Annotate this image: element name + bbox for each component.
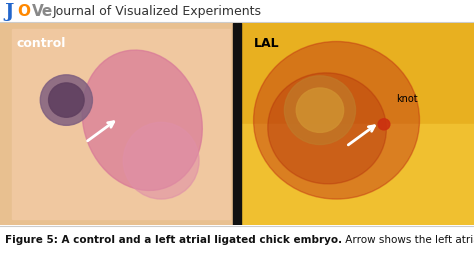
Ellipse shape bbox=[254, 41, 419, 199]
Bar bbox=[237, 23, 240, 225]
Ellipse shape bbox=[82, 50, 202, 190]
Ellipse shape bbox=[40, 75, 92, 125]
Text: O: O bbox=[17, 4, 30, 19]
Text: LAL: LAL bbox=[254, 38, 279, 51]
Text: Journal of Visualized Experiments: Journal of Visualized Experiments bbox=[52, 5, 261, 18]
Text: Arrow shows the left atria.: Arrow shows the left atria. bbox=[342, 235, 474, 245]
Text: knot: knot bbox=[396, 94, 418, 104]
Text: control: control bbox=[17, 38, 66, 51]
Ellipse shape bbox=[284, 76, 356, 145]
Ellipse shape bbox=[268, 73, 386, 184]
Ellipse shape bbox=[378, 119, 390, 130]
Text: Figure 5: A control and a left atrial ligated chick embryo.: Figure 5: A control and a left atrial li… bbox=[5, 235, 342, 245]
Bar bbox=[237, 124, 474, 225]
Bar bbox=[233, 23, 237, 225]
Ellipse shape bbox=[123, 122, 199, 199]
Text: Ve: Ve bbox=[32, 4, 53, 19]
Text: J: J bbox=[5, 3, 14, 21]
Ellipse shape bbox=[296, 88, 344, 132]
Ellipse shape bbox=[48, 83, 84, 117]
